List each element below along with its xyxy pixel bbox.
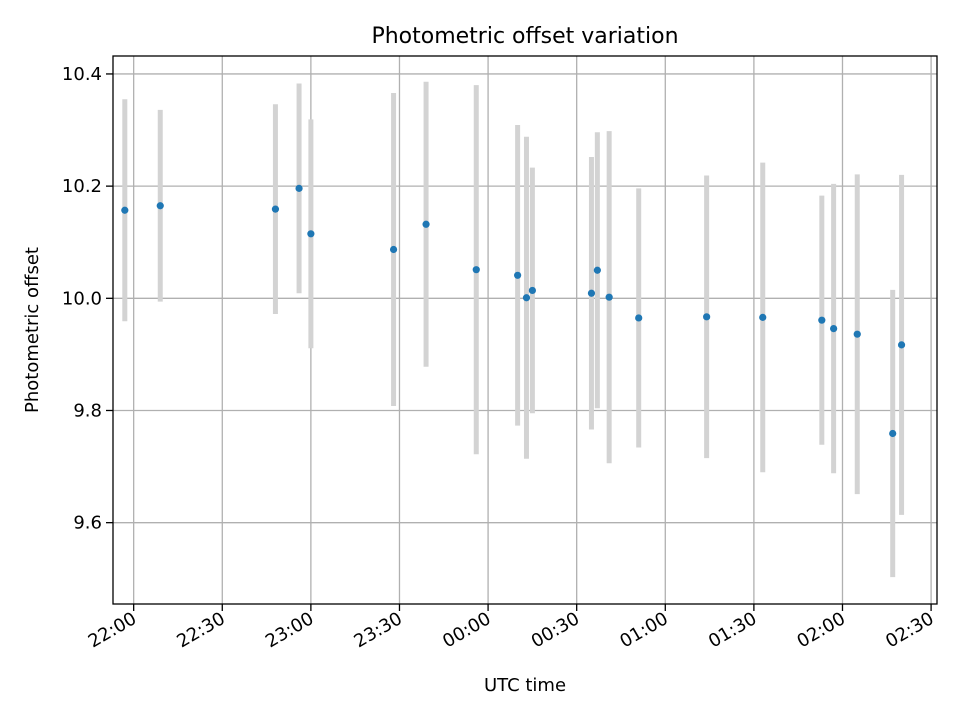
data-point xyxy=(307,230,315,238)
y-tick-label: 9.6 xyxy=(73,513,102,534)
data-point xyxy=(121,206,129,214)
y-tick-label: 10.2 xyxy=(62,176,102,197)
y-tick-label: 10.0 xyxy=(62,288,102,309)
y-tick-label: 9.8 xyxy=(73,400,102,421)
y-axis-label: Photometric offset xyxy=(22,247,43,413)
data-point xyxy=(830,324,838,333)
data-point xyxy=(759,313,767,321)
data-point xyxy=(271,205,280,213)
data-point xyxy=(156,202,164,210)
y-tick-label: 10.4 xyxy=(62,64,102,85)
data-point xyxy=(422,220,430,228)
data-point xyxy=(889,429,897,438)
chart-title: Photometric offset variation xyxy=(371,24,678,49)
data-point xyxy=(593,266,601,274)
data-point xyxy=(818,316,826,324)
data-point xyxy=(522,294,531,302)
data-point xyxy=(635,314,643,322)
data-points xyxy=(121,184,906,438)
data-point xyxy=(389,245,398,254)
data-point xyxy=(853,330,861,338)
data-point xyxy=(605,293,613,301)
y-axis-ticks: 9.6 9.8 10.0 10.2 10.4 xyxy=(62,64,113,534)
data-point xyxy=(528,286,536,295)
data-point xyxy=(587,289,596,297)
data-point xyxy=(897,341,906,349)
data-point xyxy=(295,184,303,192)
x-axis-label: UTC time xyxy=(484,675,566,696)
data-point xyxy=(472,266,480,274)
data-point xyxy=(514,271,522,279)
data-point xyxy=(703,313,711,321)
plot-frame xyxy=(112,55,938,605)
